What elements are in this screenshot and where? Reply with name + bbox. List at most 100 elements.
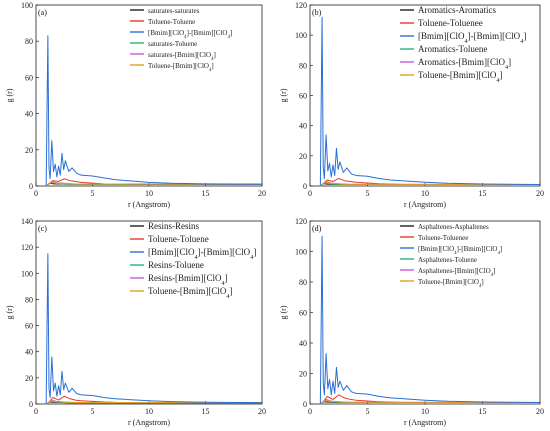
legend-label: Toluene-Toluene	[148, 234, 209, 244]
panel-label: (a)	[38, 8, 47, 17]
panel-d: 0 5 10 15 20 0 20 40 60 80 100 120 r (Angstrom) g (r)…	[279, 217, 544, 427]
legend-label: Toluene-Toluenee	[418, 234, 468, 242]
x-tick-label: 20	[536, 407, 544, 416]
legend-entry: Toluene-Toluene	[130, 18, 195, 26]
y-tick-label: 100	[295, 31, 307, 40]
y-tick-label: 0	[303, 182, 307, 191]
x-tick-label: 5	[366, 189, 370, 198]
legend-label: [Bmim][ClO4]-[Bmim][ClO4]	[418, 245, 502, 256]
x-axis-label: r (Angstrom)	[404, 200, 446, 209]
legend-entry: Resins-[Bmim][ClO4]	[130, 273, 228, 287]
y-tick-label: 60	[299, 309, 307, 318]
y-tick-label: 40	[25, 110, 33, 119]
legend-entry: Toluene-Toluenee	[400, 234, 468, 242]
legend-label: Asphaltenes-Asphaltenes	[418, 223, 489, 231]
x-tick-label: 0	[34, 189, 38, 198]
x-tick-label: 10	[145, 407, 153, 416]
y-tick-label: 40	[25, 348, 33, 357]
legend-label: [Bmim][ClO4]-[Bmim][ClO4]	[148, 29, 232, 40]
legend-label: Aromatics-[Bmim][ClO4]	[418, 57, 511, 71]
legend-entry: [Bmim][ClO4]-[Bmim][ClO4]	[130, 29, 232, 40]
x-axis-label: r (Angstrom)	[128, 200, 170, 209]
legend-label: Toluene-[Bmim][ClO4]	[418, 70, 503, 84]
legend-entry: Resins-Toluene	[130, 260, 204, 270]
x-axis-label: r (Angstrom)	[128, 418, 170, 427]
legend-label: Toluene-Toluenee	[418, 18, 483, 28]
legend-entry: Aromatics-Aromatics	[400, 5, 496, 15]
x-tick-label: 0	[308, 407, 312, 416]
y-tick-label: 80	[25, 295, 33, 304]
series-line-2	[319, 16, 541, 187]
legend-entry: Asphaltenes-Toluene	[400, 256, 477, 264]
legend-entry: [Bmim][ClO4]-[Bmim][ClO4]	[400, 31, 526, 45]
legend-entry: saturates-saturates	[130, 7, 200, 15]
x-tick-label: 10	[421, 189, 429, 198]
panel-label: (d)	[312, 224, 322, 233]
x-tick-label: 20	[258, 407, 266, 416]
legend-entry: Asphaltenes-[Bmim][ClO4]	[400, 267, 496, 278]
legend-label: Resins-Toluene	[148, 260, 204, 270]
x-tick-label: 15	[479, 189, 487, 198]
legend-entry: [Bmim][ClO4]-[Bmim][ClO4]	[130, 247, 256, 261]
y-tick-label: 20	[25, 374, 33, 383]
panel-c: 0 5 10 15 20 0 20 40 60 80 100 120 140 r (Angstrom) g …	[5, 217, 266, 427]
panel-label: (c)	[38, 224, 47, 233]
series-line-5	[45, 400, 263, 405]
legend-entry: [Bmim][ClO4]-[Bmim][ClO4]	[400, 245, 502, 256]
x-tick-label: 10	[145, 189, 153, 198]
legend-label: [Bmim][ClO4]-[Bmim][ClO4]	[418, 31, 526, 45]
y-tick-label: 0	[29, 182, 33, 191]
legend-entry: Toluene-[Bmim][ClO4]	[130, 62, 214, 73]
legend-label: saturates-Toluene	[148, 40, 197, 48]
legend-label: Toluene-[Bmim][ClO4]	[148, 62, 214, 73]
legend-label: Toluene-[Bmim][ClO4]	[148, 286, 233, 300]
legend-entry: Toluene-[Bmim][ClO4]	[400, 70, 503, 84]
legend-entry: saturates-[Bmim][ClO4]	[130, 51, 216, 62]
y-tick-label: 120	[21, 243, 33, 252]
legend-label: Toluene-[Bmim][ClO4]	[418, 278, 484, 289]
y-tick-label: 120	[295, 217, 307, 226]
legend-label: Asphaltenes-Toluene	[418, 256, 477, 264]
x-tick-label: 5	[366, 407, 370, 416]
y-tick-label: 60	[25, 322, 33, 331]
y-tick-label: 20	[299, 370, 307, 379]
legend-label: Resins-[Bmim][ClO4]	[148, 273, 228, 287]
y-tick-label: 20	[299, 152, 307, 161]
x-axis-label: r (Angstrom)	[404, 418, 446, 427]
y-tick-label: 120	[295, 1, 307, 10]
y-tick-label: 100	[295, 248, 307, 257]
legend-label: Aromatics-Aromatics	[418, 5, 496, 15]
y-tick-label: 20	[25, 146, 33, 155]
y-tick-label: 80	[299, 61, 307, 70]
legend-label: [Bmim][ClO4]-[Bmim][ClO4]	[148, 247, 256, 261]
series-line-2	[45, 35, 263, 187]
legend-label: Toluene-Toluene	[148, 18, 195, 26]
y-tick-label: 60	[299, 92, 307, 101]
legend-label: saturates-saturates	[148, 7, 200, 15]
x-tick-label: 20	[536, 189, 544, 198]
panel-b: 0 5 10 15 20 0 20 40 60 80 100 120 r (Angstrom) g (r)…	[279, 1, 544, 209]
legend-entry: Toluene-[Bmim][ClO4]	[130, 286, 233, 300]
y-axis-label: g (r)	[279, 305, 288, 319]
series-line-5	[320, 399, 541, 405]
y-tick-label: 100	[21, 1, 33, 10]
legend-label: Resins-Resins	[148, 221, 200, 231]
y-tick-label: 60	[25, 73, 33, 82]
x-tick-label: 15	[202, 189, 210, 198]
x-tick-label: 10	[421, 407, 429, 416]
series-line-5	[320, 181, 541, 187]
x-tick-label: 0	[308, 189, 312, 198]
y-tick-label: 40	[299, 339, 307, 348]
panel-label: (b)	[312, 8, 322, 17]
legend-entry: Resins-Resins	[130, 221, 200, 231]
legend-entry: Asphaltenes-Asphaltenes	[400, 223, 489, 231]
x-tick-label: 0	[34, 407, 38, 416]
y-tick-label: 100	[21, 269, 33, 278]
legend-entry: Toluene-Toluenee	[400, 18, 483, 28]
series-line-2	[45, 253, 263, 405]
series-line-2	[319, 235, 541, 405]
series-line-5	[45, 181, 263, 187]
y-tick-label: 40	[299, 122, 307, 131]
legend-label: Asphaltenes-[Bmim][ClO4]	[418, 267, 496, 278]
